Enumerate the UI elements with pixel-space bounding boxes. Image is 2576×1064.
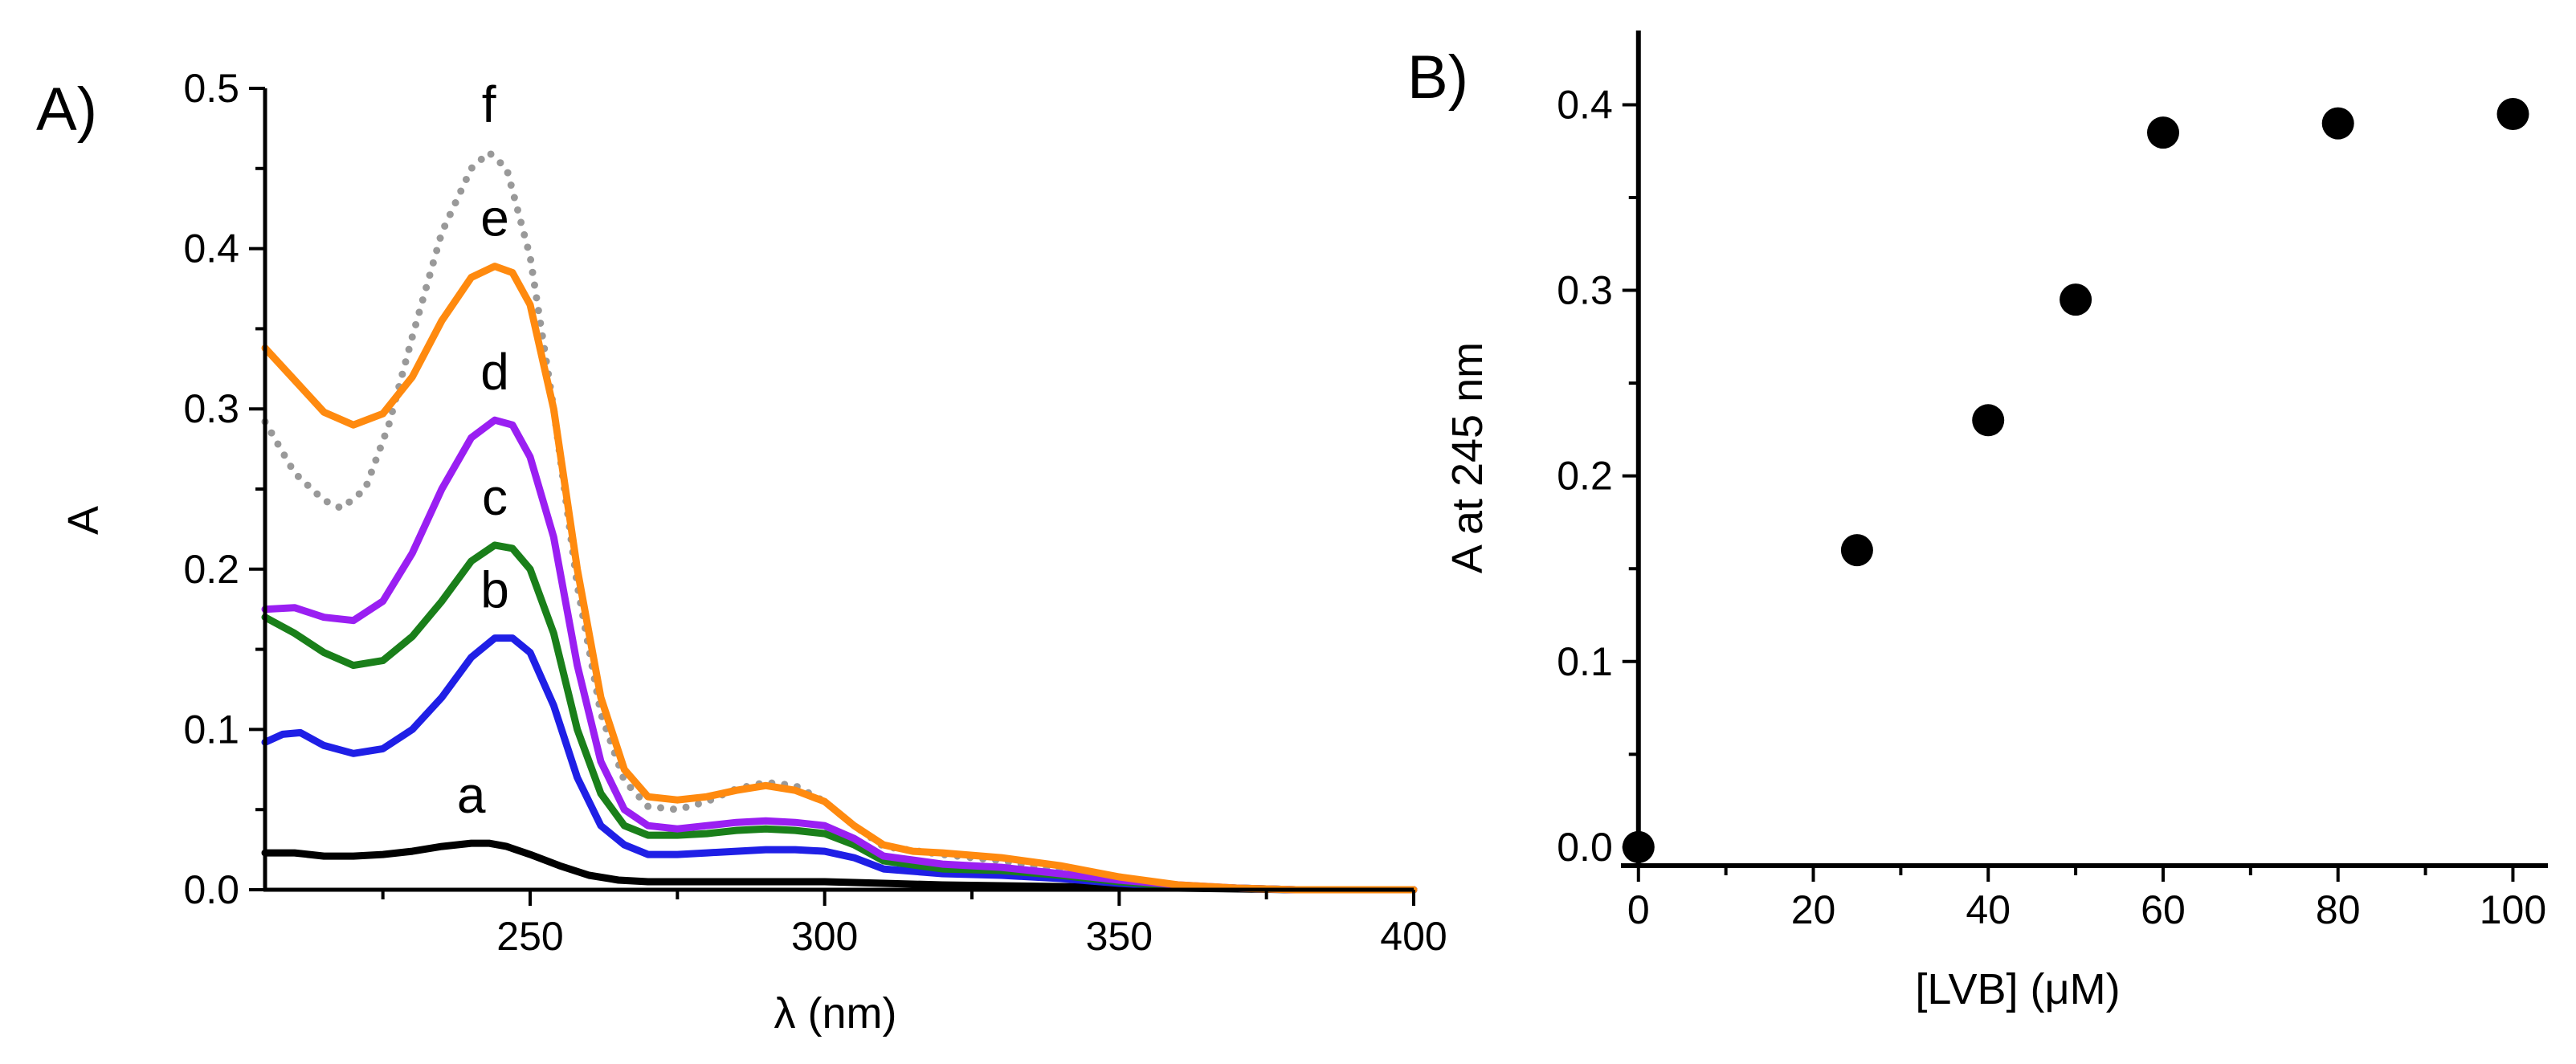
- panel-b-x-tick-label: 20: [1791, 887, 1836, 932]
- panel-a-x-tick-label: 300: [791, 914, 858, 959]
- data-point: [1622, 830, 1655, 863]
- panel-a-y-tick-label: 0.1: [183, 707, 239, 752]
- curve-label-b: b: [480, 561, 509, 619]
- panel-a: A) a bc d ef 0.0 0.1 0.2 0.3 0.4 0.5 250 300 350 400…: [36, 66, 1447, 1038]
- panel-b-x-tick-label: 100: [2480, 887, 2546, 932]
- panel-b-axes: [1621, 31, 2548, 868]
- panel-a-y-tick-label: 0.3: [183, 386, 239, 431]
- curve-label-f: f: [482, 75, 496, 133]
- panel-a-x-axis-title: λ (nm): [774, 989, 897, 1038]
- panel-b-x-tick-label: 0: [1627, 887, 1650, 932]
- panel-a-ticks: 0.0 0.1 0.2 0.3 0.4 0.5 250 300 350 400: [183, 66, 1447, 959]
- data-point: [1972, 404, 2005, 437]
- data-point: [1840, 534, 1873, 567]
- panel-b-y-tick-label: 0.0: [1557, 825, 1613, 870]
- curve-label-d: d: [480, 343, 509, 401]
- series-line-b: [261, 634, 1418, 894]
- panel-b-points: [1622, 98, 2529, 863]
- series-line-d: [261, 416, 1418, 894]
- panel-a-y-tick-label: 0.4: [183, 226, 239, 271]
- data-point: [2496, 98, 2529, 130]
- panel-a-curve-labels: a bc d ef: [457, 75, 509, 824]
- series-line-c: [261, 541, 1418, 894]
- panel-b-x-tick-label: 60: [2141, 887, 2186, 932]
- panel-a-y-tick-label: 0.0: [183, 867, 239, 912]
- data-point: [2060, 283, 2092, 316]
- data-point: [2147, 116, 2179, 149]
- data-point: [2321, 107, 2354, 140]
- panel-b-y-tick-label: 0.2: [1557, 454, 1613, 499]
- panel-a-y-tick-label: 0.5: [183, 66, 239, 111]
- panel-b-y-tick-label: 0.3: [1557, 268, 1613, 313]
- panel-a-y-axis-title: A: [59, 506, 108, 535]
- panel-a-axes: [263, 88, 1414, 892]
- panel-a-y-tick-label: 0.2: [183, 547, 239, 592]
- panel-b-y-axis-title: A at 245 nm: [1443, 342, 1492, 573]
- curve-label-e: e: [480, 190, 509, 247]
- series-line-e: [261, 263, 1418, 894]
- panel-b: B) 0.0 0.1 0.2 0.3 0.4 0 20 40 60 80 100 [LVB] (μM…: [1407, 31, 2548, 1013]
- curve-label-a: a: [457, 766, 486, 824]
- panel-b-label: B): [1407, 43, 1468, 112]
- panel-b-x-tick-label: 40: [1966, 887, 2011, 932]
- panel-a-x-tick-label: 400: [1380, 914, 1447, 959]
- panel-b-y-tick-label: 0.4: [1557, 82, 1613, 127]
- panel-a-x-tick-label: 250: [496, 914, 563, 959]
- series-line-a: [261, 839, 1418, 894]
- panel-b-y-tick-label: 0.1: [1557, 639, 1613, 684]
- panel-b-x-axis-title: [LVB] (μM): [1915, 965, 2120, 1013]
- panel-a-series-lines: [261, 149, 1418, 894]
- panel-a-label: A): [36, 75, 97, 144]
- panel-b-ticks: 0.0 0.1 0.2 0.3 0.4 0 20 40 60 80 100: [1557, 82, 2546, 932]
- panel-a-x-tick-label: 350: [1086, 914, 1153, 959]
- curve-label-c: c: [482, 468, 508, 526]
- series-line-f: [261, 149, 1418, 894]
- panel-b-x-tick-label: 80: [2316, 887, 2361, 932]
